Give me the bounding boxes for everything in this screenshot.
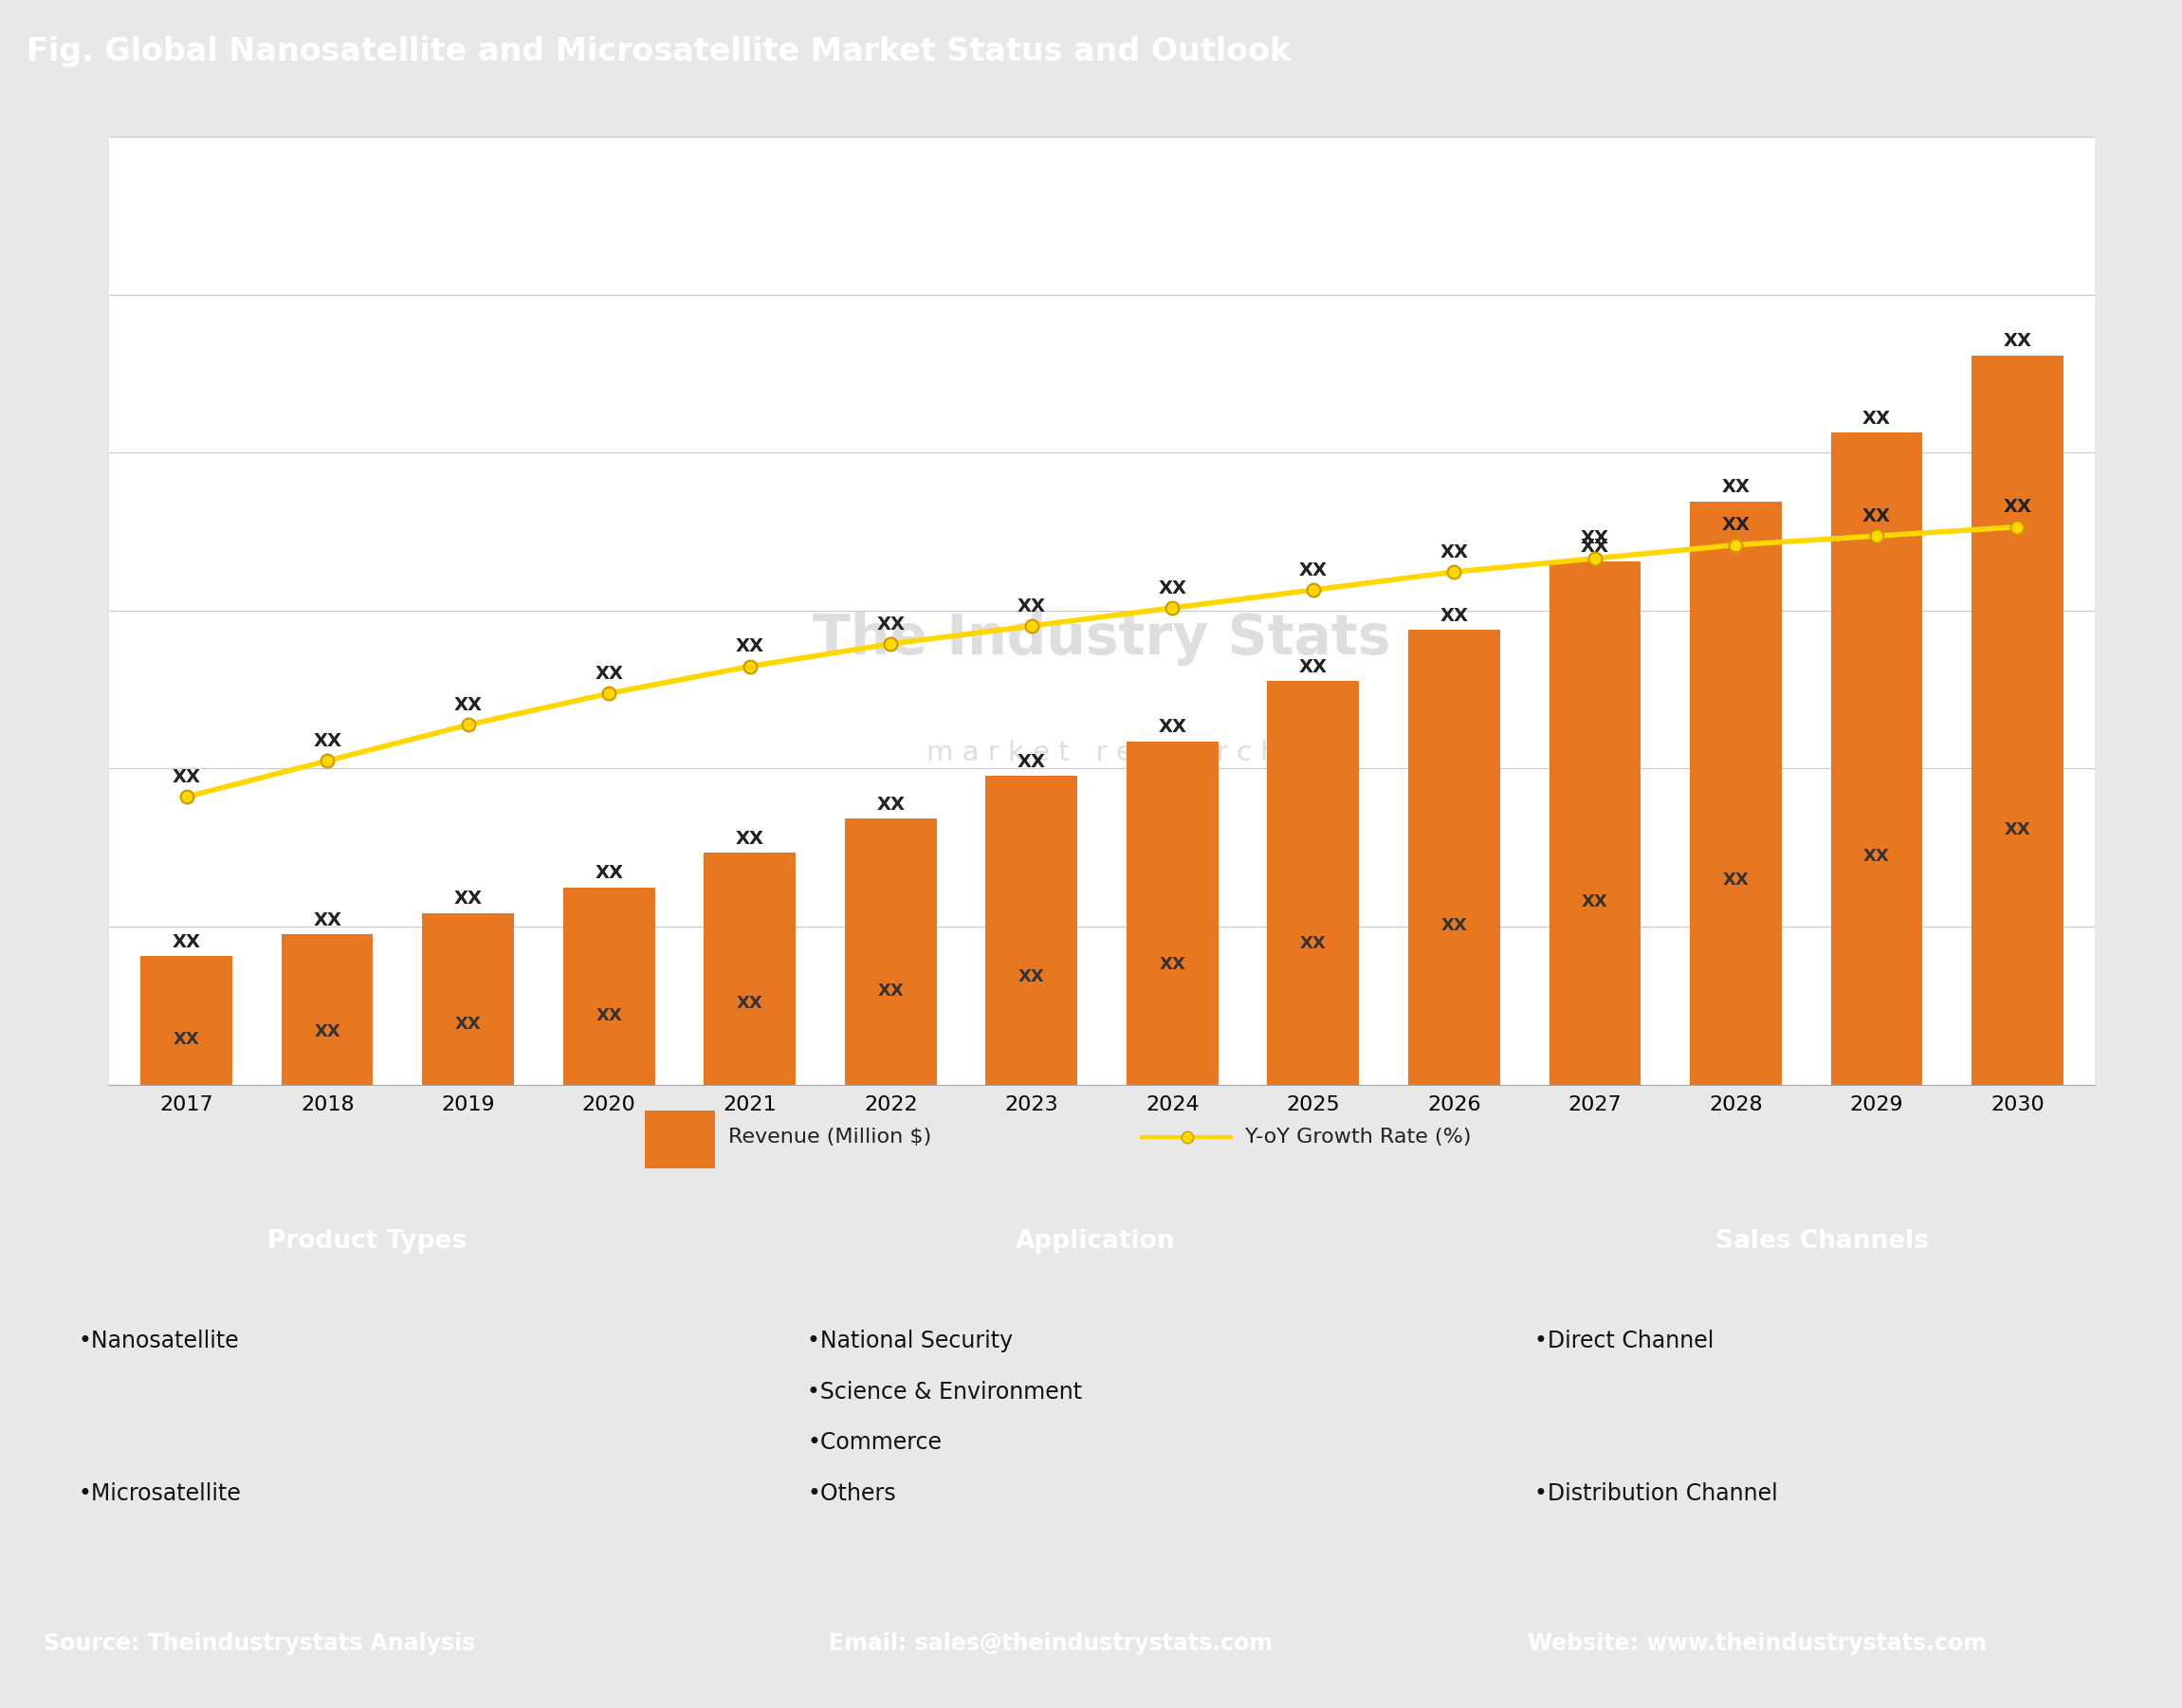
Bar [1549,562,1641,1085]
Text: •Science & Environment: •Science & Environment [807,1380,1082,1404]
Text: •Direct Channel: •Direct Channel [1534,1329,1713,1353]
Bar [646,1110,716,1168]
Text: XX: XX [877,615,906,634]
Text: XX: XX [1017,598,1045,615]
Text: XX: XX [314,1023,340,1040]
Text: XX: XX [314,733,343,750]
Text: Application: Application [1015,1230,1176,1254]
Text: •Microsatellite: •Microsatellite [79,1483,242,1505]
Text: XX: XX [596,664,624,683]
Text: XX: XX [454,697,482,714]
Text: XX: XX [172,1032,201,1049]
Text: XX: XX [314,912,343,929]
Text: The Industry Stats: The Industry Stats [814,611,1390,666]
Bar [844,818,936,1085]
Bar [1268,681,1359,1085]
Text: XX: XX [454,890,482,909]
Bar [1407,630,1499,1085]
Text: XX: XX [1017,753,1045,770]
Text: XX: XX [738,996,764,1013]
Text: XX: XX [1440,543,1468,562]
Text: Fig. Global Nanosatellite and Microsatellite Market Status and Outlook: Fig. Global Nanosatellite and Microsatel… [26,36,1290,67]
Text: XX: XX [1019,968,1045,986]
Text: Revenue (Million $): Revenue (Million $) [729,1127,932,1148]
Text: XX: XX [1722,478,1750,495]
Bar [705,852,796,1085]
Bar [1973,355,2062,1085]
Text: XX: XX [1580,538,1608,557]
Bar [1126,741,1218,1085]
Bar [563,886,655,1085]
Text: Email: sales@theindustrystats.com: Email: sales@theindustrystats.com [829,1633,1272,1655]
Text: XX: XX [735,830,764,847]
Text: XX: XX [1582,893,1608,910]
Bar [986,775,1078,1085]
Text: XX: XX [596,864,624,881]
Text: XX: XX [1159,719,1187,736]
Text: XX: XX [1861,507,1890,524]
Bar [423,914,515,1085]
Text: XX: XX [2003,333,2031,350]
Text: Website: www.theindustrystats.com: Website: www.theindustrystats.com [1527,1633,1986,1655]
Text: XX: XX [1580,529,1608,548]
Text: XX: XX [877,796,906,813]
Text: XX: XX [1440,917,1466,934]
Text: •Nanosatellite: •Nanosatellite [79,1329,240,1353]
Text: XX: XX [1300,934,1327,951]
Text: XX: XX [456,1016,482,1033]
Text: XX: XX [1863,847,1890,864]
Text: XX: XX [1722,516,1750,535]
Text: XX: XX [1159,956,1185,974]
Text: Source: Theindustrystats Analysis: Source: Theindustrystats Analysis [44,1633,476,1655]
Text: Y-oY Growth Rate (%): Y-oY Growth Rate (%) [1246,1127,1471,1148]
Bar [1689,500,1781,1085]
Text: XX: XX [735,637,764,656]
Text: Product Types: Product Types [266,1230,467,1254]
Text: XX: XX [1440,606,1468,625]
Text: XX: XX [2003,822,2031,839]
Text: XX: XX [1298,658,1327,676]
Text: •Distribution Channel: •Distribution Channel [1534,1483,1778,1505]
Text: •Commerce: •Commerce [807,1431,943,1454]
Bar [281,934,373,1085]
Bar [1831,432,1922,1085]
Text: XX: XX [1159,579,1187,598]
Text: XX: XX [1722,871,1748,888]
Text: XX: XX [2003,499,2031,516]
Text: •National Security: •National Security [807,1329,1012,1353]
Text: XX: XX [1298,562,1327,579]
Text: XX: XX [172,933,201,951]
Text: •Others: •Others [807,1483,897,1505]
Text: XX: XX [596,1008,622,1025]
Bar [142,956,231,1085]
Text: XX: XX [1861,410,1890,427]
Text: XX: XX [877,984,903,1001]
Text: Sales Channels: Sales Channels [1715,1230,1929,1254]
Text: m a r k e t   r e s e a r c h: m a r k e t r e s e a r c h [925,740,1279,767]
Text: XX: XX [172,769,201,786]
